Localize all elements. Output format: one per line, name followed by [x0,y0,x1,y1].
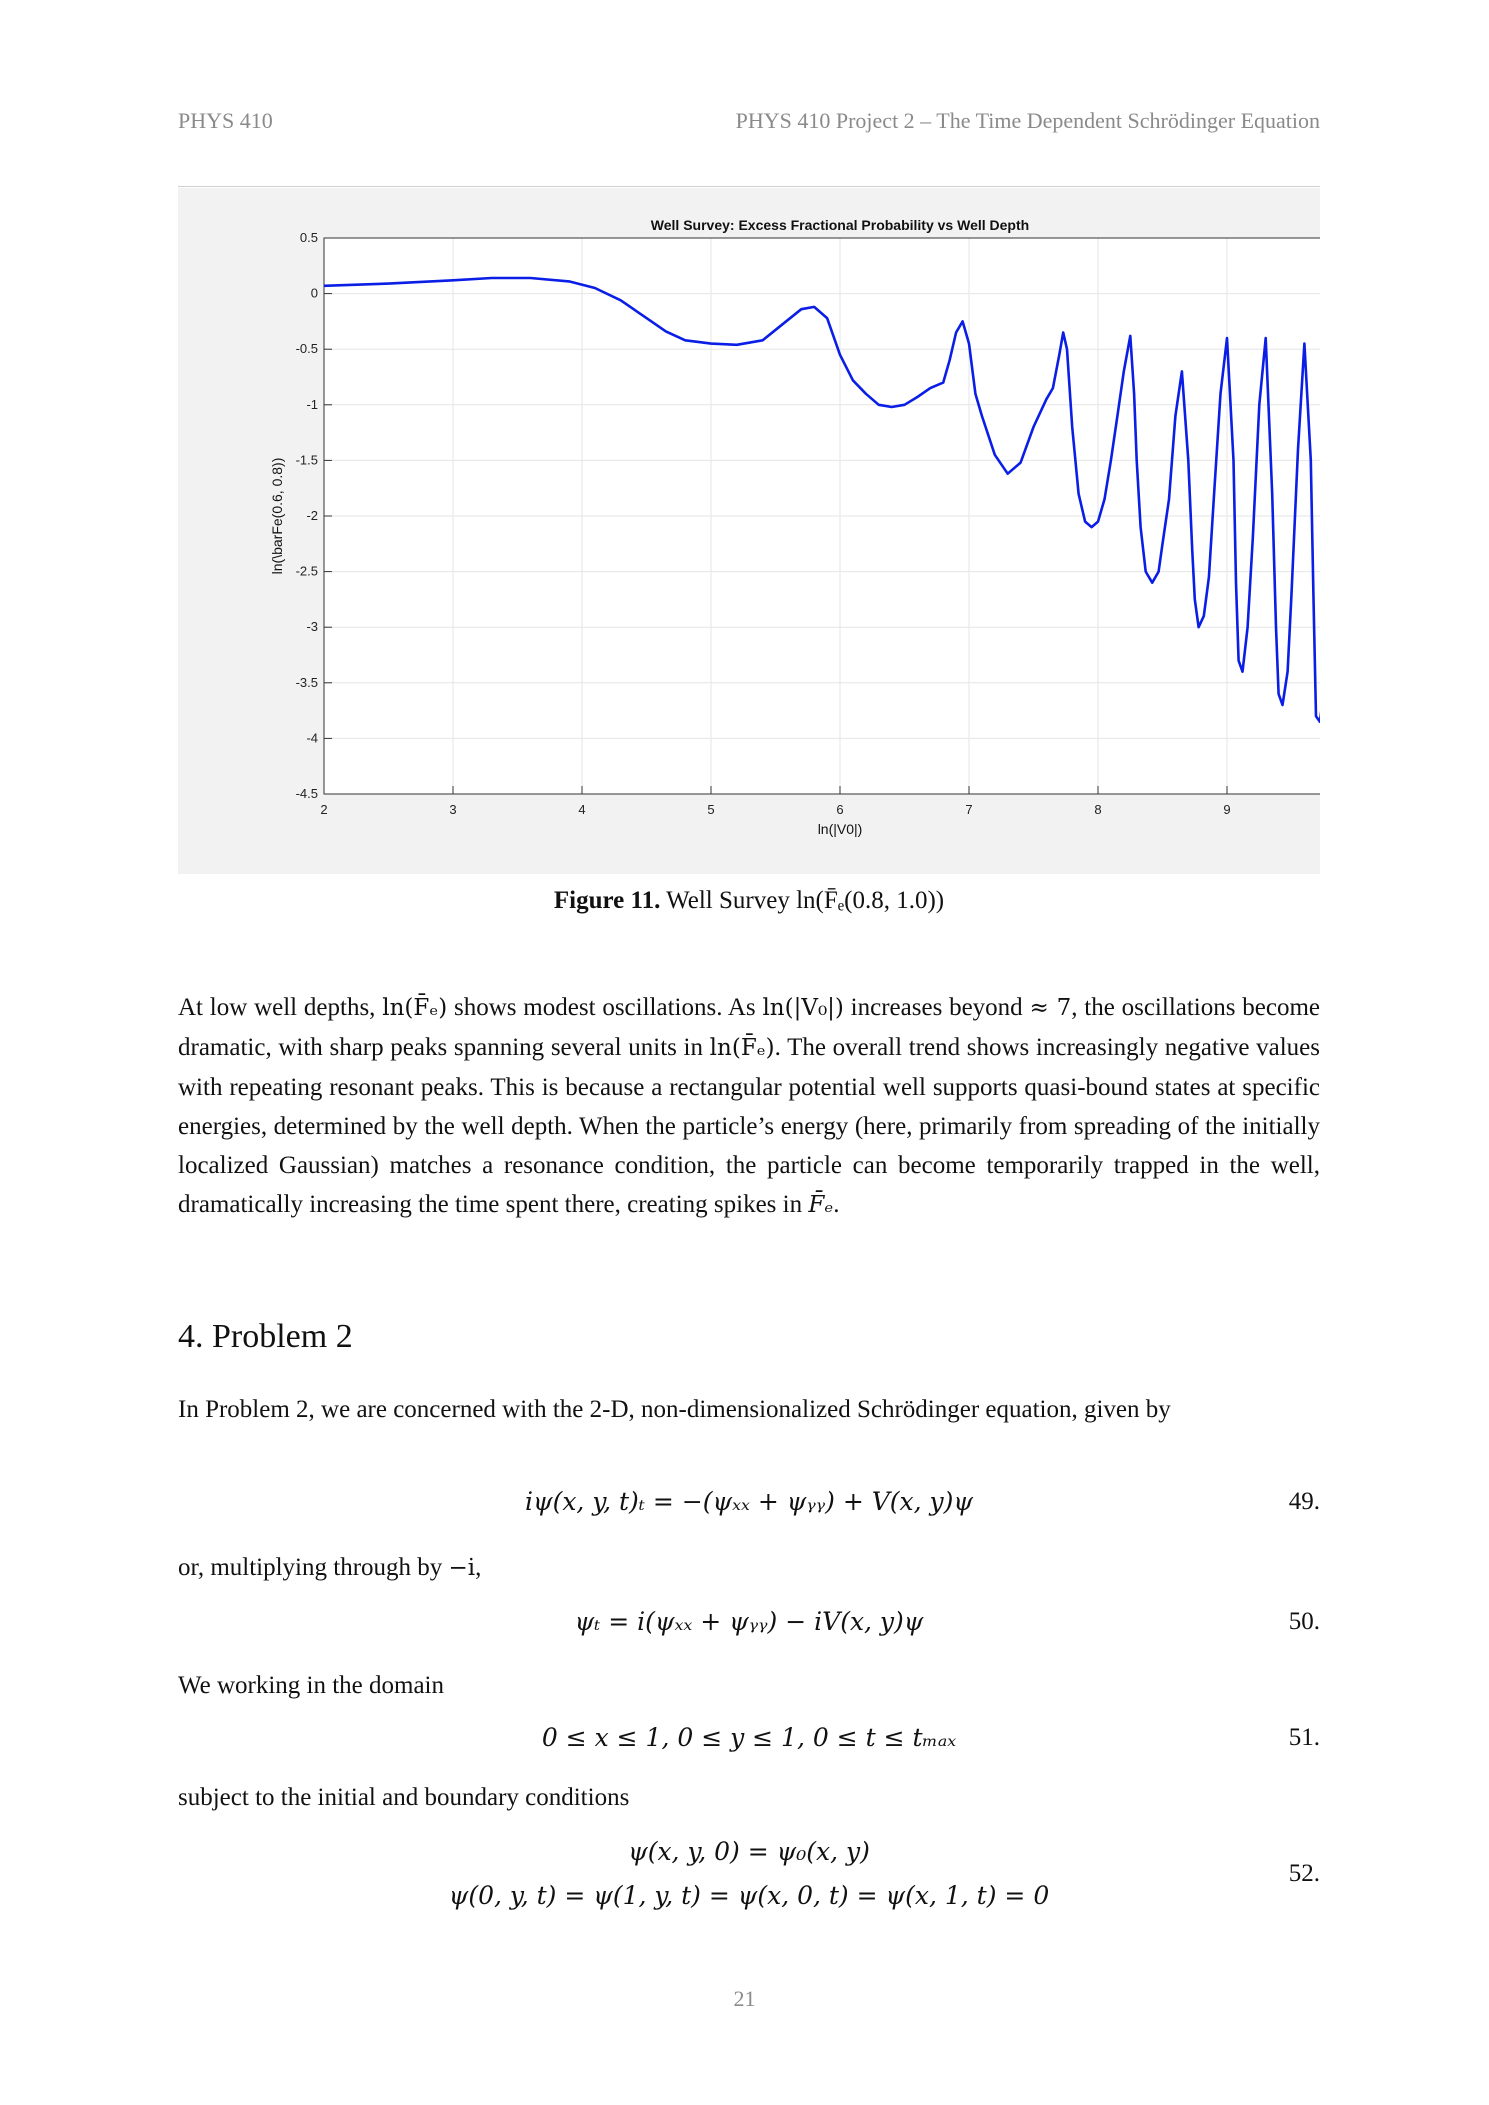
p1-s3: increases beyond [843,994,1030,1021]
x-tick-label: 6 [836,802,843,817]
equation-50-body: ψₜ = i(ψₓₓ + ψᵧᵧ) − iV(x, y)ψ [574,1607,924,1636]
running-header: PHYS 410 PHYS 410 Project 2 – The Time D… [178,108,1320,142]
equation-50-number: 50. [1288,1608,1320,1635]
x-tick-label: 3 [449,802,456,817]
y-axis-label: ln(\barFe(0.6, 0.8)) [269,458,285,575]
y-tick-label: -4 [306,730,318,745]
p3-text: or, multiplying through by [178,1554,449,1581]
x-tick-label: 8 [1094,802,1101,817]
equation-52-initial: ψ(x, y, 0) = ψ₀(x, y) [628,1837,870,1866]
paragraph-conditions: subject to the initial and boundary cond… [178,1784,630,1811]
header-title: PHYS 410 Project 2 – The Time Dependent … [735,108,1320,133]
paragraph-problem2: In Problem 2, we are concerned with the … [178,1396,1171,1423]
math-ln-v0: ln(|V₀|) [762,995,844,1021]
p1-s6: . [833,1191,840,1218]
header-course: PHYS 410 [178,108,273,133]
x-tick-label: 7 [965,802,972,817]
paragraph-multiply: or, multiplying through by −i, [178,1548,1320,1588]
paragraph-results: At low well depths, ln(F̄ₑ) shows modest… [178,988,1320,1225]
equation-51: 0 ≤ x ≤ 1, 0 ≤ y ≤ 1, 0 ≤ t ≤ tₘₐₓ 51. [178,1716,1320,1760]
x-tick-label: 4 [578,802,585,817]
p1-s5: . The overall trend shows increasingly n… [178,1034,1320,1218]
figure-11: 23456789100.50-0.5-1-1.5-2-2.5-3-3.5-4-4… [178,188,1320,874]
math-ln-fe-2: ln(F̄ₑ) [709,1035,775,1061]
math-ln-fe: ln(F̄ₑ) [382,995,448,1021]
equation-51-number: 51. [1288,1724,1320,1751]
y-tick-label: -2 [306,508,318,523]
p1-s1: At low well depths, [178,994,383,1021]
y-tick-label: -1.5 [296,452,318,467]
figure-caption: Figure 11. Well Survey ln(F̄ₑ(0.8, 1.0)) [178,884,1320,918]
p3-end: , [475,1554,482,1581]
equation-52: ψ(x, y, 0) = ψ₀(x, y) ψ(0, y, t) = ψ(1, … [178,1830,1320,1918]
section-title: 4. Problem 2 [178,1318,353,1355]
chart-title: Well Survey: Excess Fractional Probabili… [651,217,1029,233]
y-tick-label: -3.5 [296,675,318,690]
caption-label: Figure 11. [553,887,661,914]
series-line [323,276,1320,723]
equation-49-number: 49. [1288,1488,1320,1515]
equation-50: ψₜ = i(ψₓₓ + ψᵧᵧ) − iV(x, y)ψ 50. [178,1600,1320,1644]
math-minus-i: −i [448,1555,476,1581]
x-tick-label: 9 [1223,802,1230,817]
x-axis-label: ln(|V0|) [818,821,863,837]
paragraph-domain: We working in the domain [178,1672,444,1699]
y-tick-label: -0.5 [296,341,318,356]
math-approx-7: ≈ 7 [1029,995,1072,1021]
y-tick-label: -4.5 [296,786,318,801]
y-tick-label: -3 [306,619,318,634]
y-tick-label: 0.5 [300,230,318,245]
x-tick-label: 5 [707,802,714,817]
equation-52-boundary: ψ(0, y, t) = ψ(1, y, t) = ψ(x, 0, t) = ψ… [448,1881,1050,1910]
equation-52-number: 52. [1288,1860,1320,1887]
page-number: 21 [733,1986,756,2011]
equation-49: iψ(x, y, t)ₜ = −(ψₓₓ + ψᵧᵧ) + V(x, y)ψ 4… [178,1480,1320,1524]
header-rule [178,186,1320,187]
y-tick-label: -2.5 [296,564,318,579]
y-tick-label: 0 [311,286,318,301]
caption-text: Well Survey ln(F̄ₑ(0.8, 1.0)) [666,887,945,914]
math-fe: F̄ₑ [808,1192,834,1218]
p1-s2: shows modest oscillations. As [447,994,763,1021]
p1-s4: , the oscillations become dramatic, with… [178,994,1321,1061]
equation-51-body: 0 ≤ x ≤ 1, 0 ≤ y ≤ 1, 0 ≤ t ≤ tₘₐₓ [541,1723,957,1752]
equation-49-body: iψ(x, y, t)ₜ = −(ψₓₓ + ψᵧᵧ) + V(x, y)ψ [524,1487,974,1516]
x-tick-label: 2 [320,802,327,817]
well-survey-chart: 23456789100.50-0.5-1-1.5-2-2.5-3-3.5-4-4… [269,217,1320,837]
y-tick-label: -1 [306,397,318,412]
